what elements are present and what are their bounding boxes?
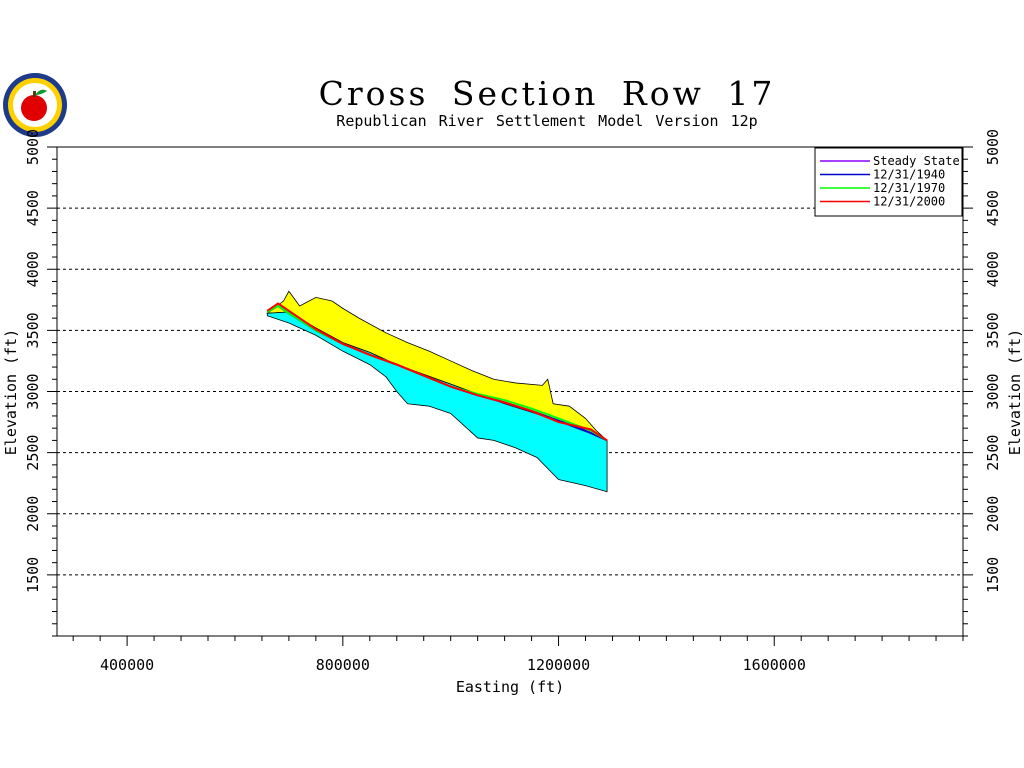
y-tick-label-right: 2000 [984, 496, 1002, 532]
x-axis-label: Easting (ft) [456, 678, 564, 696]
aquifer-layer [266, 311, 608, 493]
y-tick-label: 1500 [24, 557, 42, 593]
head-series [266, 302, 608, 442]
y-axis-label: Elevation (ft) [2, 329, 20, 455]
y-tick-label-right: 2500 [984, 435, 1002, 471]
y-tick-label: 2000 [24, 496, 42, 532]
y-tick-label: 3000 [24, 373, 42, 409]
x-tick-label: 800000 [316, 656, 370, 674]
legend-label: 12/31/1940 [873, 168, 945, 182]
logo-seal [2, 72, 68, 138]
legend: Steady State12/31/194012/31/197012/31/20… [814, 147, 963, 217]
legend-box [814, 147, 963, 217]
axes: 400000 800000 1200000 1600000 1500 1500 2000 20… [24, 129, 1002, 674]
x-tick-label: 1600000 [743, 656, 806, 674]
chart-title: Cross Section Row 17 [318, 74, 776, 113]
y-axis-label-right: Elevation (ft) [1006, 329, 1024, 455]
series-line [266, 302, 608, 442]
y-tick-label-right: 4000 [984, 251, 1002, 287]
y-tick-label: 5000 [24, 129, 42, 165]
chart-subtitle: Republican River Settlement Model Versio… [336, 112, 758, 130]
x-tick-label: 1200000 [527, 656, 590, 674]
y-tick-label-right: 3500 [984, 312, 1002, 348]
legend-label: 12/31/1970 [873, 181, 945, 195]
legend-label: Steady State [873, 154, 960, 168]
y-tick-label: 4000 [24, 251, 42, 287]
y-tick-label: 2500 [24, 435, 42, 471]
legend-label: 12/31/2000 [873, 195, 945, 209]
y-tick-label-right: 4500 [984, 190, 1002, 226]
y-tick-label: 3500 [24, 312, 42, 348]
y-tick-label-right: 5000 [984, 129, 1002, 165]
x-tick-label: 400000 [100, 656, 154, 674]
y-tick-label: 4500 [24, 190, 42, 226]
y-tick-label-right: 1500 [984, 557, 1002, 593]
y-tick-label-right: 3000 [984, 373, 1002, 409]
